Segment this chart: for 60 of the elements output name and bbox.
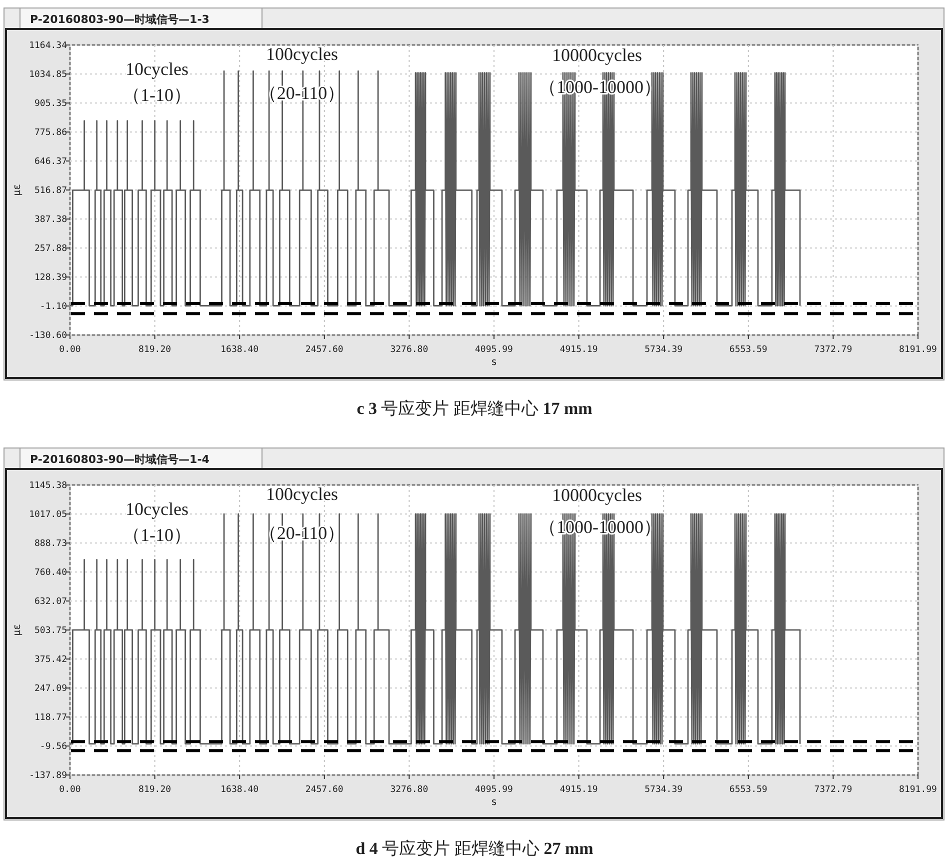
x-axis-title: s bbox=[490, 797, 498, 808]
y-tick-label: 888.73 bbox=[34, 539, 67, 549]
y-tick-label: 128.39 bbox=[34, 273, 67, 283]
y-tick-label: -130.60 bbox=[29, 331, 67, 341]
y-axis-title: με bbox=[12, 624, 23, 636]
y-tick-label: 1145.38 bbox=[29, 481, 67, 491]
annotation: 10000cycles bbox=[552, 45, 642, 66]
y-tick-label: 1164.34 bbox=[29, 41, 67, 51]
x-tick-label: 6553.59 bbox=[729, 345, 768, 355]
y-tick-label: 1034.85 bbox=[29, 70, 67, 80]
x-tick-label: 7372.79 bbox=[814, 345, 852, 355]
text: d 4 号应变片 距焊缝中心 27 mm bbox=[356, 839, 594, 858]
y-tick-label: -1.10 bbox=[40, 302, 67, 312]
x-tick-label: 4915.19 bbox=[560, 345, 598, 355]
y-tick-label: -137.89 bbox=[29, 771, 67, 781]
y-tick-label: -9.56 bbox=[40, 742, 67, 752]
y-tick-label: 905.35 bbox=[34, 99, 67, 109]
annotation: （1-10） bbox=[122, 85, 192, 106]
x-tick-label: 2457.60 bbox=[305, 785, 344, 795]
annotation: 10000cycles bbox=[552, 485, 642, 506]
y-tick-label: 632.07 bbox=[34, 597, 67, 607]
annotation: 10cycles bbox=[126, 59, 188, 80]
y-tick-label: 760.40 bbox=[34, 568, 67, 578]
x-tick-label: 6553.59 bbox=[729, 785, 768, 795]
x-tick-label: 0.00 bbox=[59, 785, 81, 795]
x-tick-label: 4915.19 bbox=[560, 785, 598, 795]
x-tick-label: 5734.39 bbox=[644, 345, 683, 355]
x-tick-label: 819.20 bbox=[138, 785, 172, 795]
y-axis-title: με bbox=[12, 184, 23, 196]
x-tick-label: 819.20 bbox=[138, 345, 172, 355]
annotation: 10cycles bbox=[126, 499, 188, 520]
x-tick-label: 4095.99 bbox=[475, 785, 513, 795]
y-tick-label: 247.09 bbox=[34, 684, 67, 694]
annotation: 100cycles bbox=[266, 44, 338, 64]
y-tick-label: 775.86 bbox=[34, 128, 67, 138]
x-tick-label: 8191.99 bbox=[899, 785, 937, 795]
y-tick-label: 516.87 bbox=[34, 186, 67, 196]
x-tick-label: 4095.99 bbox=[475, 345, 513, 355]
x-axis-title: s bbox=[490, 357, 498, 368]
y-tick-label: 1017.05 bbox=[29, 510, 67, 520]
x-tick-label: 7372.79 bbox=[814, 785, 852, 795]
text: c 3 号应变片 距焊缝中心 17 mm bbox=[356, 399, 592, 418]
x-tick-label: 1638.40 bbox=[220, 345, 259, 355]
y-tick-label: 257.88 bbox=[34, 244, 67, 254]
x-tick-label: 3276.80 bbox=[390, 345, 428, 355]
y-tick-label: 503.75 bbox=[34, 626, 67, 636]
y-tick-label: 646.37 bbox=[34, 157, 67, 167]
x-tick-label: 5734.39 bbox=[644, 785, 683, 795]
chart-title: P-20160803-90—时域信号—1-3 bbox=[30, 13, 210, 26]
chart-title: P-20160803-90—时域信号—1-4 bbox=[30, 453, 210, 466]
y-tick-label: 387.38 bbox=[34, 215, 67, 225]
x-tick-label: 2457.60 bbox=[305, 345, 344, 355]
x-tick-label: 1638.40 bbox=[220, 785, 259, 795]
x-tick-label: 3276.80 bbox=[390, 785, 428, 795]
annotation: 100cycles bbox=[266, 484, 338, 504]
x-tick-label: 8191.99 bbox=[899, 345, 937, 355]
y-tick-label: 118.77 bbox=[34, 713, 67, 723]
x-tick-label: 0.00 bbox=[59, 345, 81, 355]
annotation: （1-10） bbox=[122, 525, 192, 546]
y-tick-label: 375.42 bbox=[34, 655, 67, 665]
